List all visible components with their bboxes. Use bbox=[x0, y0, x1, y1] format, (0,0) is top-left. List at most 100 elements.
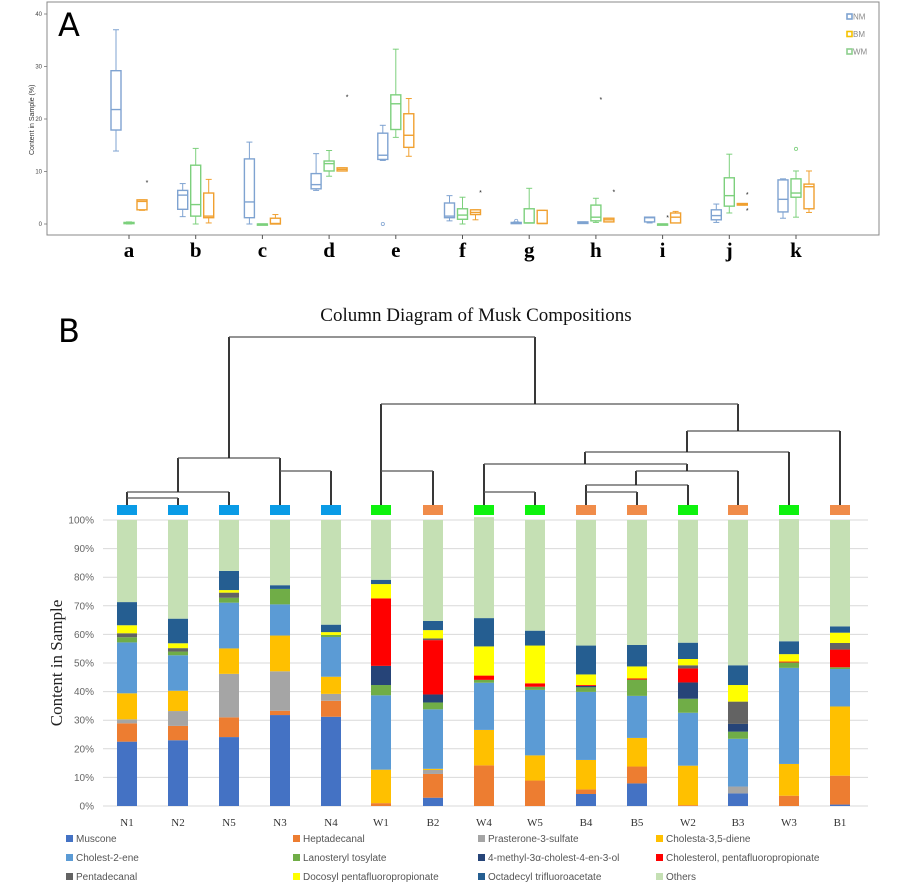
legend-swatch-others bbox=[656, 873, 663, 880]
bar-segment-cholest-2-ene bbox=[779, 667, 799, 764]
box-iqr bbox=[176, 189, 189, 210]
bar-segment-muscone bbox=[270, 715, 290, 806]
panel-b-category-label: N3 bbox=[273, 817, 287, 829]
panel-a-category-label: a bbox=[124, 238, 135, 262]
panel-b-category-label: W4 bbox=[476, 817, 492, 829]
bar-segment-docosyl-pentafluoropropionate bbox=[576, 674, 596, 686]
bar-W4 bbox=[474, 517, 494, 806]
bar-segment-muscone bbox=[168, 740, 188, 806]
bar-W5 bbox=[525, 520, 545, 806]
panel-b-y-tick-label: 40% bbox=[74, 687, 94, 698]
box-iqr bbox=[710, 209, 722, 221]
bar-W1 bbox=[371, 520, 391, 806]
bar-segment-cholesta-3-5-diene bbox=[270, 635, 290, 672]
box-iqr bbox=[403, 113, 415, 149]
bar-segment-others bbox=[321, 520, 341, 625]
box-wm-j bbox=[723, 153, 735, 214]
box-iqr bbox=[590, 204, 602, 222]
bar-segment-pentadecanal bbox=[117, 633, 137, 638]
legend-swatch-wm bbox=[846, 48, 853, 55]
legend-swatch-pentadecanal bbox=[66, 873, 73, 880]
panel-b-category-label: W3 bbox=[781, 817, 797, 829]
box-wm-k bbox=[790, 146, 802, 218]
box-nm-a bbox=[110, 29, 122, 152]
bar-segment-cholest-2-ene bbox=[168, 655, 188, 691]
bar-segment-lanosteryl-tosylate bbox=[117, 637, 137, 643]
bar-N3 bbox=[270, 520, 290, 806]
bar-segment-docosyl-pentafluoropropionate bbox=[728, 685, 748, 702]
bar-segment-lanosteryl-tosylate bbox=[168, 651, 188, 656]
legend-label-heptadecanal: Heptadecanal bbox=[303, 834, 365, 845]
legend-swatch-cholesta-3-5-diene bbox=[656, 835, 663, 842]
group-marker-N2 bbox=[168, 505, 188, 515]
legend-label-octadecyl-trifluoroacetate: Octadecyl trifluoroacetate bbox=[488, 872, 602, 883]
bar-segment-cholesterol-pentafluoropropionate bbox=[576, 685, 596, 686]
box-nm-d bbox=[310, 153, 322, 191]
bar-segment-docosyl-pentafluoropropionate bbox=[627, 666, 647, 679]
box-nm-i bbox=[643, 216, 656, 224]
group-marker-W1 bbox=[371, 505, 391, 515]
panel-b-stacked-bar: B Column Diagram of Musk Compositions Co… bbox=[47, 305, 868, 883]
bar-segment-cholesta-3-5-diene bbox=[321, 676, 341, 694]
panel-b-category-label: B4 bbox=[580, 817, 593, 829]
outlier-extreme: * bbox=[346, 94, 349, 101]
panel-a-y-tick-label: 10 bbox=[35, 170, 42, 176]
panel-b-category-label: B5 bbox=[631, 817, 644, 829]
bar-segment-docosyl-pentafluoropropionate bbox=[525, 645, 545, 684]
bar-segment-prasterone-3-sulfate bbox=[423, 769, 443, 774]
bar-segment-cholesterol-pentafluoropropionate bbox=[423, 640, 443, 695]
bar-segment-cholesta-3-5-diene bbox=[168, 690, 188, 712]
bar-segment-prasterone-3-sulfate bbox=[321, 693, 341, 701]
bar-segment-cholest-2-ene bbox=[576, 691, 596, 760]
box-bm-a: * bbox=[136, 180, 149, 211]
bar-segment-heptadecanal bbox=[423, 773, 443, 798]
panel-b-category-label: W5 bbox=[527, 817, 543, 829]
bar-segment-docosyl-pentafluoropropionate bbox=[779, 654, 799, 662]
bar-segment-cholest-2-ene bbox=[525, 689, 545, 756]
panel-a-y-axis-label: Content in Sample (%) bbox=[29, 85, 36, 155]
bar-segment-others bbox=[270, 520, 290, 586]
legend-swatch-docosyl-pentafluoropropionate bbox=[293, 873, 300, 880]
bar-segment-cholest-2-ene bbox=[830, 669, 850, 707]
panel-a-category-label: g bbox=[524, 238, 535, 262]
box-nm-g bbox=[510, 218, 522, 225]
box-nm-b bbox=[176, 183, 189, 218]
bar-segment-docosyl-pentafluoropropionate bbox=[678, 658, 698, 666]
bar-segment-others bbox=[371, 520, 391, 580]
outlier-point bbox=[794, 146, 799, 151]
group-marker-N1 bbox=[117, 505, 137, 515]
outlier-extreme: * bbox=[666, 215, 669, 222]
bar-segment-muscone bbox=[219, 737, 239, 806]
panel-b-legend: Muscone Heptadecanal Prasterone-3-sulfate C… bbox=[66, 834, 820, 883]
panel-b-category-label: N5 bbox=[222, 817, 236, 829]
panel-b-category-label: W1 bbox=[373, 817, 389, 829]
legend-swatch-heptadecanal bbox=[293, 835, 300, 842]
box-wm-c bbox=[256, 223, 269, 226]
bar-segment-cholesterol-pentafluoropropionate bbox=[627, 678, 647, 680]
outlier-point bbox=[380, 221, 385, 226]
box-wm-a bbox=[123, 221, 135, 225]
box-nm-c bbox=[243, 141, 256, 225]
bar-B5 bbox=[627, 520, 647, 806]
box-iqr bbox=[390, 94, 402, 131]
legend-swatch-4-methyl-3-cholest-4-en-3-ol bbox=[478, 854, 485, 861]
panel-b-category-label: N1 bbox=[120, 817, 133, 829]
box-bm-b bbox=[202, 178, 215, 224]
bar-segment-octadecyl-trifluoroacetate bbox=[168, 618, 188, 644]
bar-segment-docosyl-pentafluoropropionate bbox=[830, 632, 850, 643]
legend-label-muscone: Muscone bbox=[76, 834, 117, 845]
panel-b-y-tick-label: 10% bbox=[74, 773, 94, 784]
bar-segment-cholesta-3-5-diene bbox=[830, 706, 850, 776]
panel-b-y-tick-label: 30% bbox=[74, 716, 94, 727]
bar-segment-lanosteryl-tosylate bbox=[474, 679, 494, 683]
box-wm-d bbox=[323, 150, 335, 177]
bar-segment-pentadecanal bbox=[219, 592, 239, 598]
legend-label-cholesta-3-5-diene: Cholesta-3,5-diene bbox=[666, 834, 751, 845]
box-wm-e bbox=[390, 48, 402, 138]
bar-segment-heptadecanal bbox=[779, 795, 799, 806]
box-nm-h bbox=[577, 221, 589, 225]
panel-b-y-tick-label: 90% bbox=[74, 544, 94, 555]
panel-a-y-tick-label: 40 bbox=[35, 12, 42, 18]
panel-b-y-axis-label: Content in Sample bbox=[47, 600, 66, 727]
panel-a-category-label: c bbox=[258, 238, 267, 262]
